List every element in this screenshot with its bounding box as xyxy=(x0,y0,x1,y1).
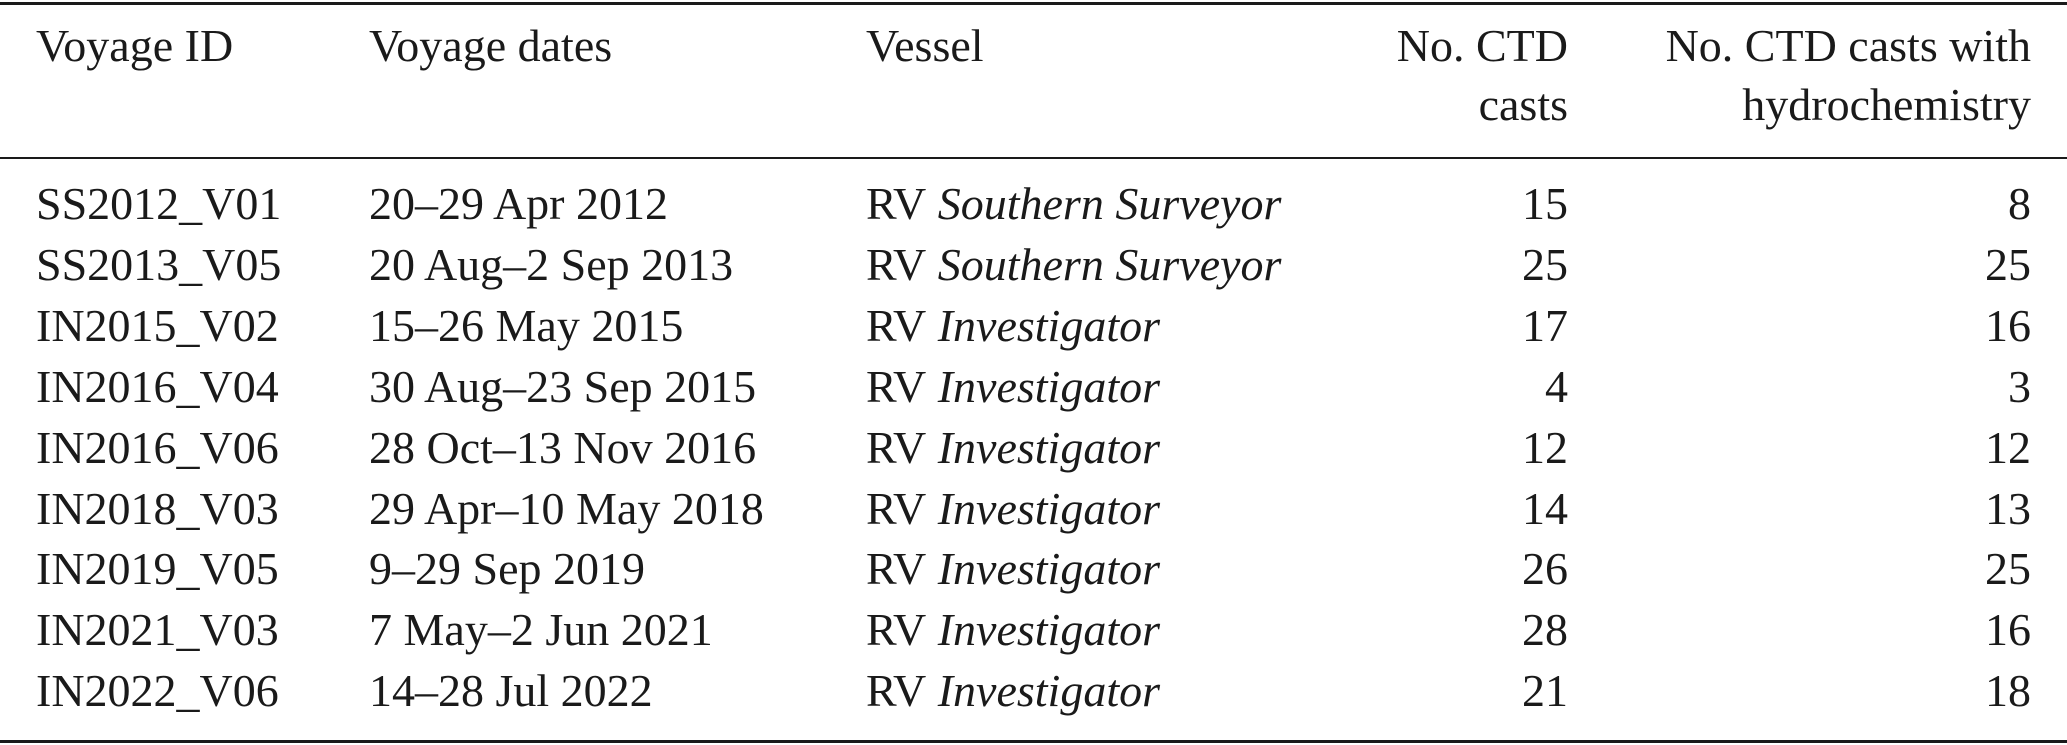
vessel: RV Investigator xyxy=(866,360,1161,412)
voyage-dates: 15–26 May 2015 xyxy=(369,299,684,351)
voyage-id: IN2022_V06 xyxy=(36,665,279,717)
hydro-casts: 25 xyxy=(1985,543,2031,595)
header-cell: No. CTD xyxy=(1396,20,1568,71)
vessel: RV Investigator xyxy=(866,421,1161,473)
vessel-prefix: RV xyxy=(866,178,927,229)
vessel-name: Investigator xyxy=(937,360,1161,412)
vessel-name: Investigator xyxy=(937,604,1161,656)
hydro-casts: 13 xyxy=(1985,482,2031,534)
vessel-name: Investigator xyxy=(937,482,1161,534)
voyage-id: SS2013_V05 xyxy=(36,238,282,290)
voyage-dates: 9–29 Sep 2019 xyxy=(369,543,645,595)
voyage-dates: 20–29 Apr 2012 xyxy=(369,178,668,229)
vessel-name: Southern Surveyor xyxy=(937,178,1282,229)
header-cell: Vessel xyxy=(866,20,984,71)
vessel-name: Investigator xyxy=(937,421,1161,473)
vessel-prefix: RV xyxy=(866,238,927,290)
ctd-casts: 25 xyxy=(1522,238,1568,290)
voyage-dates: 28 Oct–13 Nov 2016 xyxy=(369,421,757,473)
voyage-id: IN2018_V03 xyxy=(36,482,279,534)
vessel-name: Southern Surveyor xyxy=(937,238,1282,290)
vessel-name: Investigator xyxy=(937,665,1161,717)
vessel: RV Investigator xyxy=(866,668,1160,714)
hydro-casts: 3 xyxy=(2008,360,2031,412)
vessel-prefix: RV xyxy=(866,604,927,656)
vessel: RV Investigator xyxy=(866,607,1160,653)
ctd-casts: 21 xyxy=(1522,665,1568,717)
header-cell: Voyage ID xyxy=(36,20,234,71)
vessel-prefix: RV xyxy=(866,360,927,412)
vessel-name: Investigator xyxy=(937,543,1161,595)
vessel: RV Investigator xyxy=(866,482,1161,534)
hydro-casts: 16 xyxy=(1985,604,2031,656)
vessel: RV Southern Surveyor xyxy=(866,238,1282,290)
vessel-prefix: RV xyxy=(866,421,927,473)
ctd-casts: 4 xyxy=(1545,360,1568,412)
voyage-dates: 14–28 Jul 2022 xyxy=(369,665,653,717)
voyage-dates: 7 May–2 Jun 2021 xyxy=(369,604,713,656)
hydro-casts: 18 xyxy=(1985,665,2031,717)
voyage-id: IN2021_V03 xyxy=(36,604,279,656)
vessel-prefix: RV xyxy=(866,482,927,534)
voyage-id: IN2016_V06 xyxy=(36,421,279,473)
bottom-rule xyxy=(0,740,2067,743)
vessel-name: Investigator xyxy=(937,299,1161,351)
vessel-prefix: RV xyxy=(866,543,927,595)
header-rule xyxy=(0,157,2067,159)
ctd-casts: 17 xyxy=(1522,299,1568,351)
vessel: RV Southern Surveyor xyxy=(866,181,1281,227)
ctd-casts: 15 xyxy=(1522,178,1568,229)
voyage-id: IN2016_V04 xyxy=(36,360,279,412)
voyage-dates: 29 Apr–10 May 2018 xyxy=(369,482,764,534)
header-cell: casts xyxy=(1478,79,1568,130)
ctd-casts: 14 xyxy=(1522,482,1568,534)
ctd-casts: 28 xyxy=(1522,604,1568,656)
ctd-casts: 12 xyxy=(1522,421,1568,473)
voyage-id: SS2012_V01 xyxy=(36,178,282,229)
vessel: RV Investigator xyxy=(866,546,1160,592)
top-rule xyxy=(0,2,2067,5)
voyage-id: IN2015_V02 xyxy=(36,299,279,351)
voyage-dates: 30 Aug–23 Sep 2015 xyxy=(369,360,757,412)
vessel-prefix: RV xyxy=(866,299,927,351)
header-cell: Voyage dates xyxy=(369,20,613,71)
header-cell: hydrochemistry xyxy=(1742,79,2031,130)
vessel: RV Investigator xyxy=(866,299,1161,351)
hydro-casts: 8 xyxy=(2008,178,2031,229)
hydro-casts: 25 xyxy=(1985,238,2031,290)
header-cell: No. CTD casts with xyxy=(1665,20,2031,71)
voyage-id: IN2019_V05 xyxy=(36,543,279,595)
vessel-prefix: RV xyxy=(866,665,927,717)
hydro-casts: 12 xyxy=(1985,421,2031,473)
ctd-casts: 26 xyxy=(1522,543,1568,595)
hydro-casts: 16 xyxy=(1985,299,2031,351)
voyage-dates: 20 Aug–2 Sep 2013 xyxy=(369,238,734,290)
